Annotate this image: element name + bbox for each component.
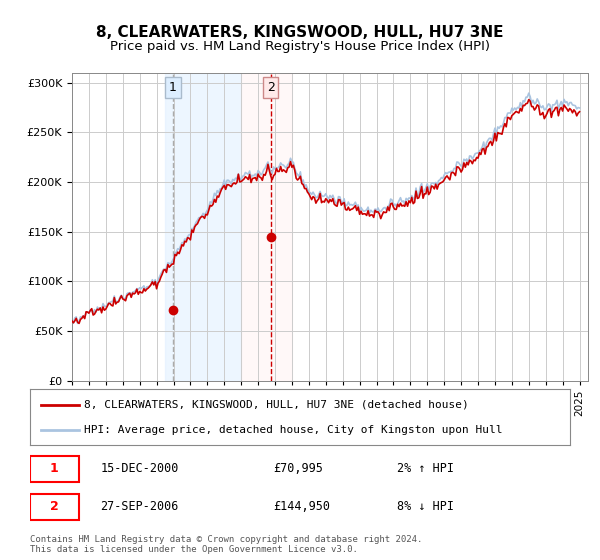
Text: Contains HM Land Registry data © Crown copyright and database right 2024.
This d: Contains HM Land Registry data © Crown c… <box>30 535 422 554</box>
Bar <box>165 73 241 381</box>
Text: 2: 2 <box>266 81 275 94</box>
Text: 8% ↓ HPI: 8% ↓ HPI <box>397 500 454 514</box>
Text: 2% ↑ HPI: 2% ↑ HPI <box>397 463 454 475</box>
Text: 8, CLEARWATERS, KINGSWOOD, HULL, HU7 3NE: 8, CLEARWATERS, KINGSWOOD, HULL, HU7 3NE <box>96 25 504 40</box>
Text: 2: 2 <box>50 500 59 514</box>
Text: 27-SEP-2006: 27-SEP-2006 <box>100 500 179 514</box>
Text: 1: 1 <box>50 463 59 475</box>
FancyBboxPatch shape <box>30 494 79 520</box>
Text: 8, CLEARWATERS, KINGSWOOD, HULL, HU7 3NE (detached house): 8, CLEARWATERS, KINGSWOOD, HULL, HU7 3NE… <box>84 400 469 410</box>
Text: 15-DEC-2000: 15-DEC-2000 <box>100 463 179 475</box>
Text: 1: 1 <box>169 81 177 94</box>
Text: £144,950: £144,950 <box>273 500 330 514</box>
Text: Price paid vs. HM Land Registry's House Price Index (HPI): Price paid vs. HM Land Registry's House … <box>110 40 490 53</box>
FancyBboxPatch shape <box>30 456 79 482</box>
Text: £70,995: £70,995 <box>273 463 323 475</box>
Text: HPI: Average price, detached house, City of Kingston upon Hull: HPI: Average price, detached house, City… <box>84 424 503 435</box>
Bar <box>241 73 292 381</box>
